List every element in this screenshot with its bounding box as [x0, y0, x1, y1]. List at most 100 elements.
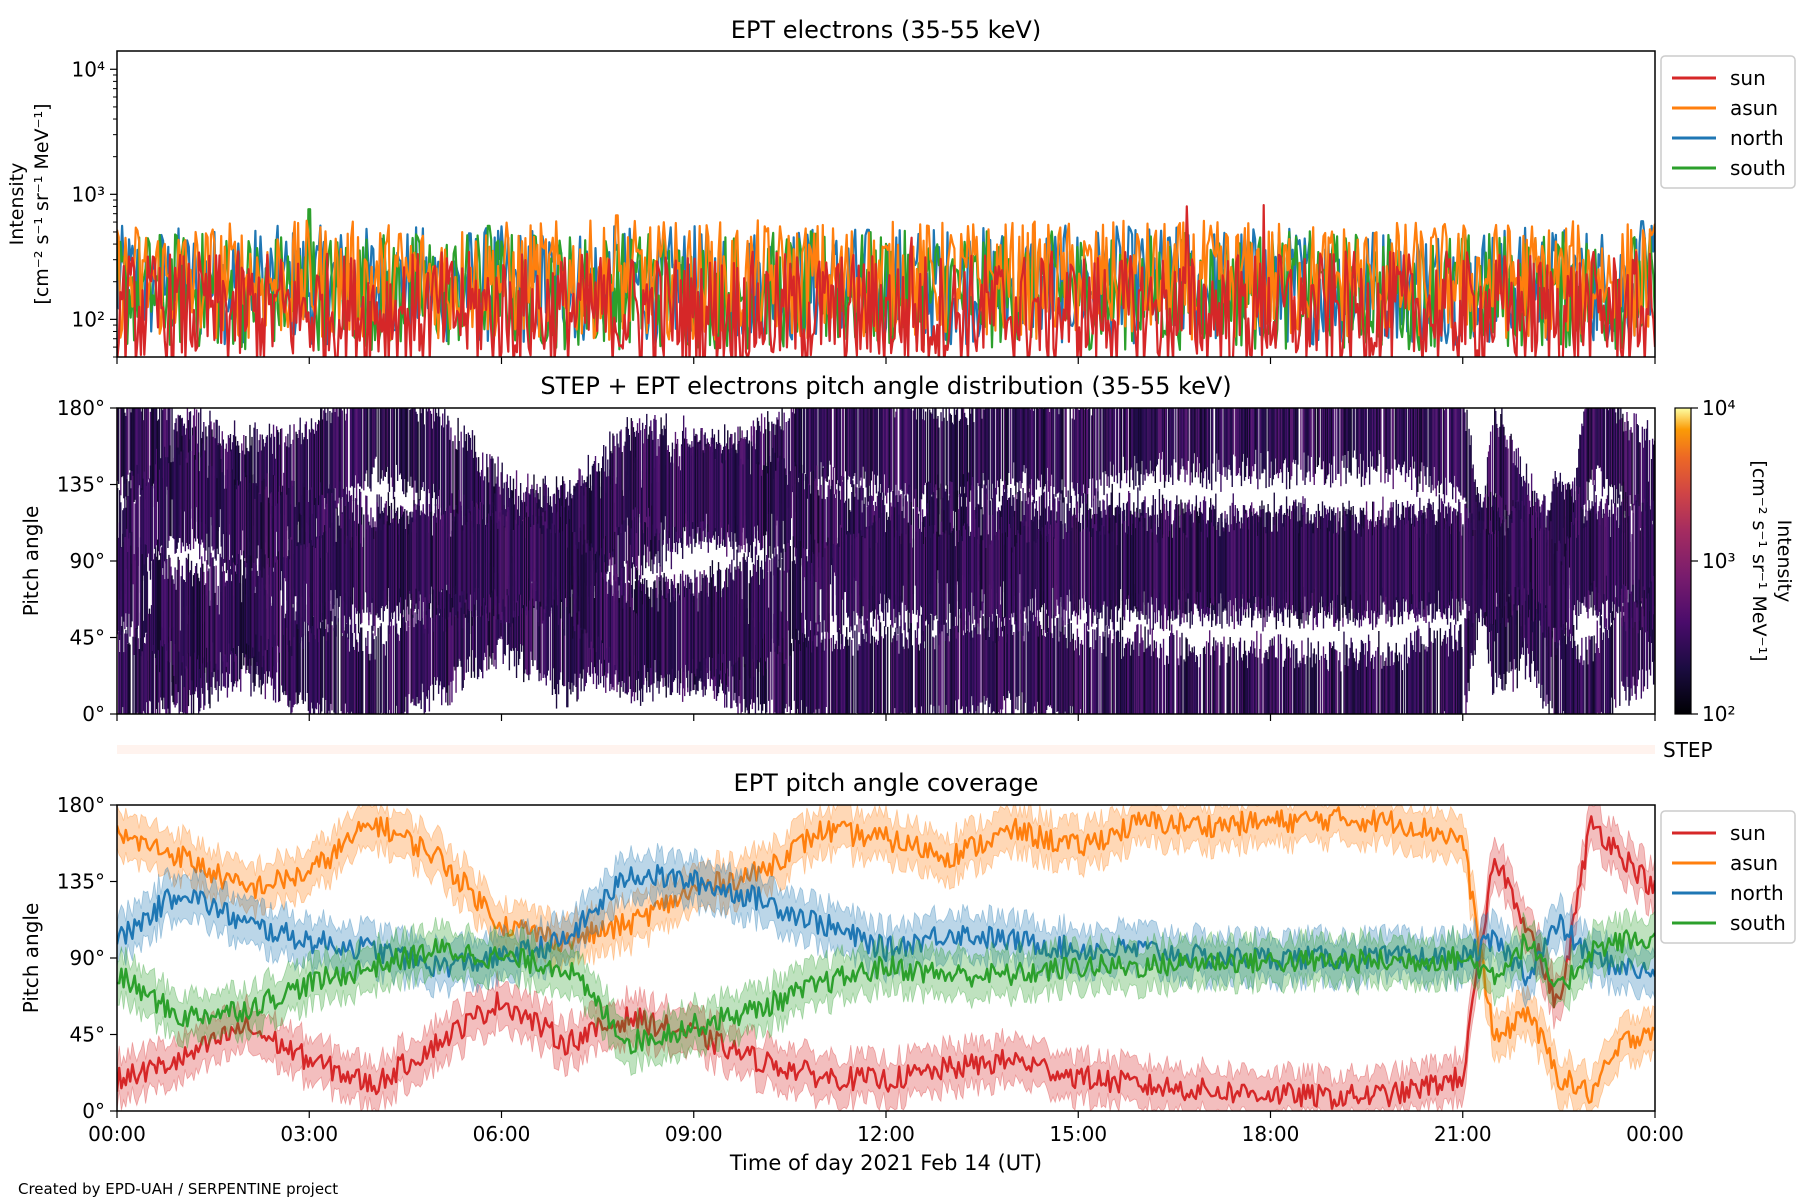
heatmap-cell: [1119, 617, 1122, 714]
heatmap-cell: [307, 631, 310, 711]
heatmap-cell: [1538, 499, 1540, 602]
heatmap-cell: [1433, 630, 1435, 714]
heatmap-cell: [833, 494, 836, 573]
heatmap-cell: [1418, 628, 1420, 714]
heatmap-cell: [1432, 528, 1434, 614]
heatmap-cell: [962, 635, 965, 714]
heatmap-cell: [1009, 619, 1011, 694]
heatmap-cell: [887, 626, 889, 714]
heatmap-cell: [1247, 529, 1250, 618]
heatmap-cell: [538, 516, 540, 627]
heatmap-cell: [958, 420, 961, 498]
heatmap-cell: [839, 649, 842, 714]
heatmap-cell: [445, 511, 447, 619]
y-tick-label: 10³: [72, 182, 105, 206]
heatmap-cell: [1345, 644, 1347, 714]
heatmap-cell: [762, 465, 765, 536]
heatmap-cell: [181, 620, 183, 713]
heatmap-cell: [1379, 408, 1381, 455]
heatmap-cell: [526, 512, 528, 607]
heatmap-cell: [1100, 408, 1102, 486]
heatmap-cell: [391, 408, 394, 487]
heatmap-cell: [426, 590, 429, 699]
heatmap-cell: [880, 636, 883, 714]
heatmap-cell: [293, 554, 295, 638]
heatmap-cell: [1380, 408, 1382, 483]
heatmap-cell: [480, 567, 483, 672]
heatmap-cell: [808, 550, 810, 637]
heatmap-cell: [616, 433, 618, 528]
heatmap-cell: [789, 546, 791, 656]
heatmap-cell: [131, 408, 133, 490]
heatmap-cell: [856, 487, 858, 577]
heatmap-cell: [795, 408, 798, 513]
heatmap-cell: [948, 641, 950, 714]
heatmap-cell: [1248, 408, 1251, 477]
heatmap-cell: [340, 617, 342, 712]
heatmap-cell: [384, 408, 386, 477]
heatmap-cell: [295, 431, 297, 515]
heatmap-cell: [387, 408, 390, 484]
heatmap-cell: [569, 601, 571, 690]
heatmap-cell: [997, 540, 1000, 642]
heatmap-cell: [121, 408, 123, 478]
heatmap-cell: [487, 523, 489, 595]
heatmap-cell: [264, 489, 267, 589]
heatmap-cell: [516, 509, 519, 601]
heatmap-cell: [1327, 671, 1330, 714]
heatmap-cell: [1095, 640, 1097, 714]
heatmap-cell: [437, 588, 440, 694]
heatmap-cell: [447, 507, 449, 590]
heatmap-cell: [791, 561, 794, 639]
heatmap-cell: [1405, 637, 1408, 714]
heatmap-cell: [959, 419, 962, 487]
heatmap-cell: [1420, 518, 1422, 602]
heatmap-cell: [1519, 504, 1522, 614]
heatmap-cell: [786, 485, 788, 573]
heatmap-cell: [857, 650, 859, 714]
heatmap-cell: [281, 428, 283, 542]
heatmap-cell: [935, 533, 937, 616]
heatmap-cell: [259, 434, 261, 540]
heatmap-cell: [1030, 519, 1032, 624]
heatmap-cell: [1002, 617, 1005, 696]
heatmap-cell: [503, 525, 505, 617]
heatmap-cell: [796, 479, 799, 557]
heatmap-cell: [1552, 549, 1554, 628]
heatmap-cell: [1124, 532, 1127, 605]
heatmap-cell: [620, 429, 622, 534]
heatmap-cell: [1491, 531, 1494, 625]
heatmap-cell: [174, 567, 176, 644]
heatmap-cell: [1050, 618, 1052, 706]
heatmap-cell: [226, 580, 229, 663]
heatmap-cell: [867, 408, 869, 502]
heatmap-cell: [1148, 408, 1150, 475]
heatmap-cell: [1513, 503, 1515, 605]
heatmap-cell: [219, 553, 221, 653]
heatmap-cell: [976, 408, 978, 502]
heatmap-cell: [437, 508, 440, 605]
heatmap-cell: [1286, 513, 1289, 608]
heatmap-cell: [1511, 582, 1513, 670]
heatmap-cell: [1155, 534, 1158, 599]
heatmap-cell: [1410, 408, 1413, 490]
heatmap-cell: [1378, 523, 1380, 619]
heatmap-cell: [620, 566, 622, 652]
heatmap-cell: [1382, 524, 1384, 603]
heatmap-cell: [1103, 526, 1105, 602]
heatmap-cell: [553, 524, 556, 600]
heatmap-cell: [283, 557, 285, 635]
heatmap-cell: [826, 545, 828, 632]
heatmap-cell: [1076, 408, 1079, 483]
heatmap-cell: [1373, 668, 1375, 714]
heatmap-cell: [1321, 501, 1324, 608]
heatmap-cell: [185, 557, 188, 667]
heatmap-cell: [269, 584, 272, 678]
heatmap-cell: [1423, 408, 1425, 466]
heatmap-cell: [424, 613, 426, 713]
heatmap-cell: [1399, 408, 1402, 473]
heatmap-cell: [1008, 605, 1010, 691]
heatmap-cell: [680, 446, 683, 538]
heatmap-cell: [168, 463, 170, 541]
heatmap-cell: [1103, 408, 1105, 496]
